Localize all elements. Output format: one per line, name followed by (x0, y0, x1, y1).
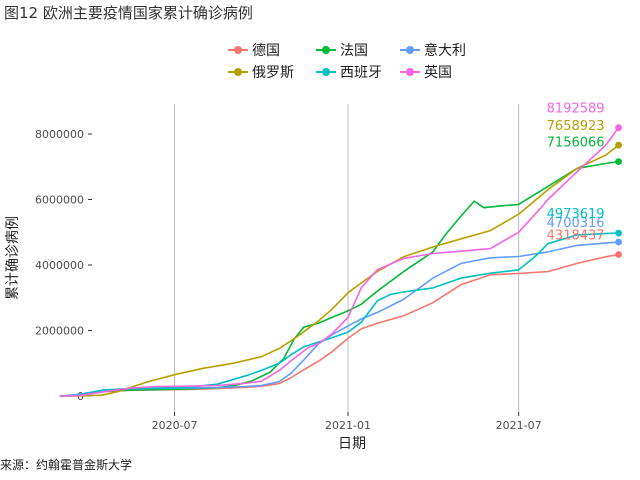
series-line (59, 253, 619, 397)
series-line (59, 241, 619, 397)
legend-key-icon (400, 43, 420, 57)
y-axis-title: 累计确诊病例 (5, 216, 21, 300)
legend-key-icon (228, 43, 248, 57)
series-end-label: 7658923 (547, 119, 605, 134)
series-end-label: 4973619 (547, 207, 605, 222)
y-tick-label: 8000000 (35, 128, 84, 141)
y-tick-label: 4000000 (35, 259, 84, 272)
series-end-point (615, 158, 622, 166)
legend-label: 俄罗斯 (252, 65, 294, 81)
legend-label: 英国 (424, 65, 452, 81)
legend-item: 俄罗斯 (228, 62, 294, 82)
legend-key-icon (400, 65, 420, 79)
series-line (59, 160, 619, 397)
series-end-point (615, 124, 622, 132)
series-line (59, 232, 619, 397)
series-end-point (615, 229, 622, 237)
legend-item: 法国 (316, 40, 368, 60)
x-axis-title: 日期 (338, 436, 366, 452)
series-end-label: 4700316 (547, 216, 605, 231)
x-tick-label: 2021-07 (496, 419, 542, 432)
x-tick-label: 2021-01 (325, 419, 371, 432)
source-note: 来源：约翰霍普金斯大学 (0, 458, 133, 472)
y-tick-label: 2000000 (35, 325, 84, 338)
x-tick-label: 2020-07 (152, 419, 198, 432)
series-end-point (615, 141, 622, 149)
series-end-point (615, 238, 622, 246)
series-end-label: 7156066 (547, 136, 605, 151)
figure-title: 图12 欧洲主要疫情国家累计确诊病例 (4, 4, 253, 22)
legend-key-icon (228, 65, 248, 79)
legend-label: 德国 (252, 43, 280, 59)
legend-item: 英国 (400, 62, 452, 82)
legend-label: 意大利 (424, 43, 466, 59)
legend-item: 德国 (228, 40, 280, 60)
legend-item: 西班牙 (316, 62, 382, 82)
legend-key-icon (316, 65, 336, 79)
series-line (59, 127, 620, 397)
series-end-point (615, 251, 622, 258)
series-end-label: 4318437 (547, 229, 605, 244)
series-end-label: 8192589 (547, 102, 605, 117)
y-tick-label: 6000000 (35, 194, 84, 207)
legend-item: 意大利 (400, 40, 466, 60)
series-line (59, 144, 620, 397)
legend-key-icon (316, 43, 336, 57)
legend-label: 法国 (340, 43, 368, 59)
legend-label: 西班牙 (340, 65, 382, 81)
